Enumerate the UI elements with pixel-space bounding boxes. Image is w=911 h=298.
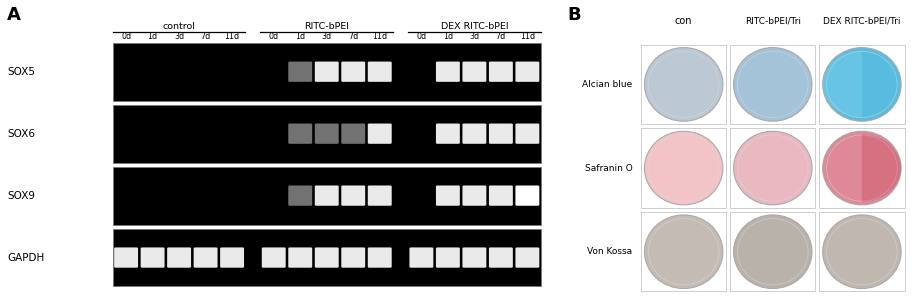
Bar <box>819 128 905 208</box>
Ellipse shape <box>823 215 901 288</box>
Bar <box>113 167 540 224</box>
Text: RITC-bPEI/Tri: RITC-bPEI/Tri <box>745 16 801 25</box>
Text: B: B <box>568 6 581 24</box>
FancyBboxPatch shape <box>516 247 539 268</box>
Text: Safranin O: Safranin O <box>585 164 632 173</box>
Text: SOX6: SOX6 <box>7 129 36 139</box>
Bar <box>641 212 726 291</box>
Bar <box>730 128 815 208</box>
Text: 3d: 3d <box>469 32 479 41</box>
FancyBboxPatch shape <box>368 247 392 268</box>
FancyBboxPatch shape <box>288 247 312 268</box>
Text: con: con <box>675 16 692 26</box>
Text: DEX RITC-bPEI/Tri: DEX RITC-bPEI/Tri <box>824 16 901 25</box>
Text: 11d: 11d <box>520 32 535 41</box>
Wedge shape <box>862 134 901 202</box>
FancyBboxPatch shape <box>516 124 539 144</box>
Text: RITC-bPEI: RITC-bPEI <box>304 22 349 31</box>
FancyBboxPatch shape <box>140 247 165 268</box>
Bar <box>113 43 540 101</box>
FancyBboxPatch shape <box>342 124 365 144</box>
Text: 0d: 0d <box>416 32 426 41</box>
Ellipse shape <box>733 131 812 205</box>
Text: 1d: 1d <box>148 32 158 41</box>
Text: A: A <box>7 6 21 24</box>
FancyBboxPatch shape <box>368 62 392 82</box>
FancyBboxPatch shape <box>220 247 244 268</box>
Text: 3d: 3d <box>322 32 332 41</box>
FancyBboxPatch shape <box>194 247 218 268</box>
Text: SOX5: SOX5 <box>7 67 36 77</box>
Text: 0d: 0d <box>269 32 279 41</box>
FancyBboxPatch shape <box>463 247 486 268</box>
Text: 11d: 11d <box>224 32 240 41</box>
Ellipse shape <box>644 215 723 288</box>
FancyBboxPatch shape <box>167 247 191 268</box>
Ellipse shape <box>644 131 723 205</box>
FancyBboxPatch shape <box>436 185 460 206</box>
Text: 7d: 7d <box>200 32 210 41</box>
FancyBboxPatch shape <box>409 247 434 268</box>
FancyBboxPatch shape <box>463 124 486 144</box>
FancyBboxPatch shape <box>368 185 392 206</box>
Bar <box>819 212 905 291</box>
Text: 7d: 7d <box>348 32 358 41</box>
FancyBboxPatch shape <box>114 247 138 268</box>
Ellipse shape <box>823 48 901 121</box>
FancyBboxPatch shape <box>463 185 486 206</box>
Text: DEX RITC-bPEI: DEX RITC-bPEI <box>441 22 508 31</box>
Ellipse shape <box>733 48 812 121</box>
Text: 7d: 7d <box>496 32 506 41</box>
FancyBboxPatch shape <box>342 62 365 82</box>
Text: 1d: 1d <box>443 32 453 41</box>
FancyBboxPatch shape <box>315 62 339 82</box>
Text: GAPDH: GAPDH <box>7 253 45 263</box>
Text: 1d: 1d <box>295 32 305 41</box>
Bar <box>641 128 726 208</box>
Bar <box>113 105 540 163</box>
FancyBboxPatch shape <box>489 124 513 144</box>
FancyBboxPatch shape <box>261 247 286 268</box>
FancyBboxPatch shape <box>463 62 486 82</box>
Bar <box>730 45 815 124</box>
FancyBboxPatch shape <box>315 185 339 206</box>
FancyBboxPatch shape <box>342 185 365 206</box>
Text: Von Kossa: Von Kossa <box>588 247 632 256</box>
FancyBboxPatch shape <box>516 185 539 206</box>
Text: control: control <box>163 22 196 31</box>
FancyBboxPatch shape <box>489 185 513 206</box>
FancyBboxPatch shape <box>288 62 312 82</box>
Text: 3d: 3d <box>174 32 184 41</box>
Bar <box>819 45 905 124</box>
Bar <box>113 229 540 286</box>
FancyBboxPatch shape <box>436 62 460 82</box>
Bar <box>730 212 815 291</box>
FancyBboxPatch shape <box>436 247 460 268</box>
FancyBboxPatch shape <box>516 62 539 82</box>
Text: 11d: 11d <box>373 32 387 41</box>
FancyBboxPatch shape <box>489 62 513 82</box>
FancyBboxPatch shape <box>315 124 339 144</box>
FancyBboxPatch shape <box>489 247 513 268</box>
FancyBboxPatch shape <box>315 247 339 268</box>
FancyBboxPatch shape <box>436 124 460 144</box>
Ellipse shape <box>823 131 901 205</box>
Ellipse shape <box>644 48 723 121</box>
Text: Alcian blue: Alcian blue <box>582 80 632 89</box>
FancyBboxPatch shape <box>288 185 312 206</box>
FancyBboxPatch shape <box>342 247 365 268</box>
Text: 0d: 0d <box>121 32 131 41</box>
Bar <box>641 45 726 124</box>
FancyBboxPatch shape <box>288 124 312 144</box>
Ellipse shape <box>733 215 812 288</box>
FancyBboxPatch shape <box>368 124 392 144</box>
Wedge shape <box>823 51 862 118</box>
Text: SOX9: SOX9 <box>7 191 36 201</box>
